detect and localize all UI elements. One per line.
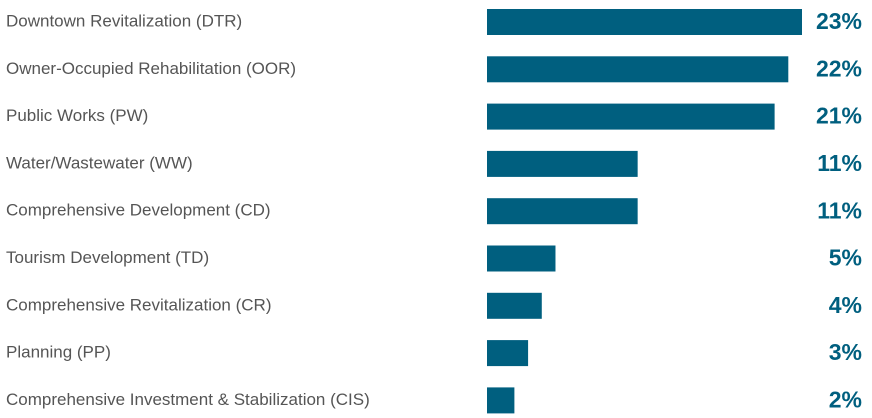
- bar: [487, 56, 789, 83]
- category-label: Comprehensive Development (CD): [6, 201, 271, 220]
- category-label: Downtown Revitalization (DTR): [6, 11, 242, 30]
- value-label: 11%: [817, 197, 862, 223]
- bar: [487, 387, 515, 414]
- bar: [487, 245, 556, 272]
- value-label: 5%: [829, 245, 862, 271]
- value-label: 3%: [829, 339, 862, 365]
- value-label: 22%: [816, 55, 862, 81]
- bar: [487, 150, 638, 177]
- category-label: Comprehensive Investment & Stabilization…: [6, 390, 370, 409]
- value-label: 11%: [817, 150, 862, 176]
- category-label: Water/Wastewater (WW): [6, 153, 193, 172]
- bar: [487, 103, 775, 130]
- category-label: Owner-Occupied Rehabilitation (OOR): [6, 59, 296, 78]
- category-label: Comprehensive Revitalization (CR): [6, 295, 271, 314]
- bar: [487, 292, 542, 319]
- category-label: Tourism Development (TD): [6, 248, 209, 267]
- value-label: 4%: [829, 292, 862, 318]
- value-label: 21%: [816, 103, 862, 129]
- bar: [487, 9, 802, 35]
- category-label: Planning (PP): [6, 343, 111, 362]
- category-label: Public Works (PW): [6, 106, 148, 125]
- bar: [487, 340, 529, 367]
- bar: [487, 198, 638, 225]
- value-label: 23%: [816, 8, 862, 34]
- value-label: 2%: [829, 386, 862, 412]
